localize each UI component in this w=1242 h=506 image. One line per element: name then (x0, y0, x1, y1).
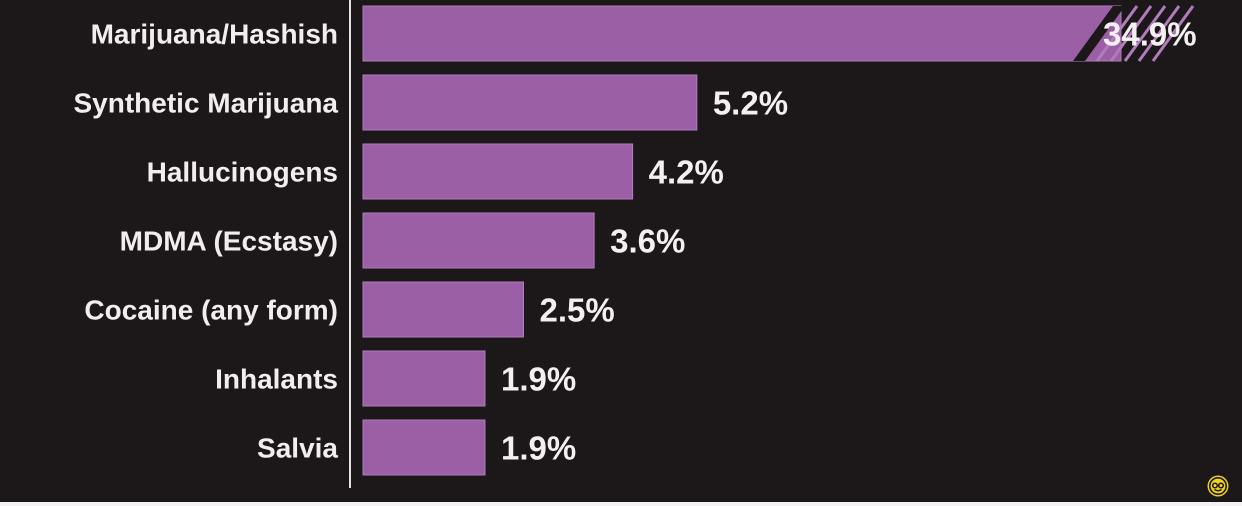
bar (362, 143, 634, 200)
bar (362, 5, 1122, 62)
value-label: 2.5% (540, 292, 615, 329)
value-label: 1.9% (501, 430, 576, 467)
value-label: 4.2% (649, 154, 724, 191)
value-label: 5.2% (713, 85, 788, 122)
value-label: 34.9% (1103, 16, 1197, 53)
axis-break-marker (1073, 5, 1195, 62)
value-label: 1.9% (501, 361, 576, 398)
category-label: MDMA (Ecstasy) (120, 226, 338, 257)
category-label: Hallucinogens (147, 157, 338, 188)
smile-logo-icon (1207, 475, 1229, 497)
category-label: Synthetic Marijuana (73, 88, 338, 119)
value-label: 3.6% (610, 223, 685, 260)
category-label: Cocaine (any form) (84, 295, 338, 326)
category-label: Marijuana/Hashish (91, 19, 338, 50)
category-label: Salvia (257, 433, 338, 464)
bar (362, 212, 595, 269)
bar (362, 74, 698, 131)
bar (362, 419, 486, 476)
bar (362, 281, 524, 338)
bar (362, 350, 486, 407)
bottom-border (0, 502, 1242, 506)
category-label: Inhalants (215, 364, 338, 395)
